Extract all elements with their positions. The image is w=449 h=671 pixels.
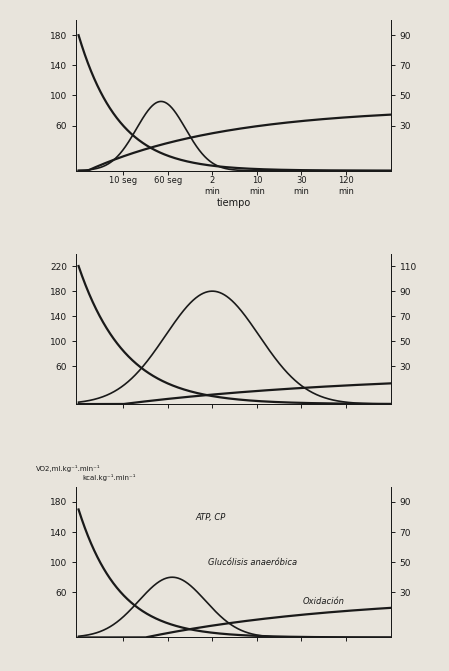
Text: Glucólisis anaeróbica: Glucólisis anaeróbica (208, 558, 297, 567)
Text: ATP, CP: ATP, CP (196, 513, 226, 522)
Text: Oxidación: Oxidación (303, 597, 344, 607)
Text: VO2,ml.kg⁻¹.min⁻¹: VO2,ml.kg⁻¹.min⁻¹ (35, 465, 100, 472)
X-axis label: tiempo: tiempo (216, 199, 251, 209)
Text: kcal.kg⁻¹.min⁻¹: kcal.kg⁻¹.min⁻¹ (83, 474, 136, 481)
